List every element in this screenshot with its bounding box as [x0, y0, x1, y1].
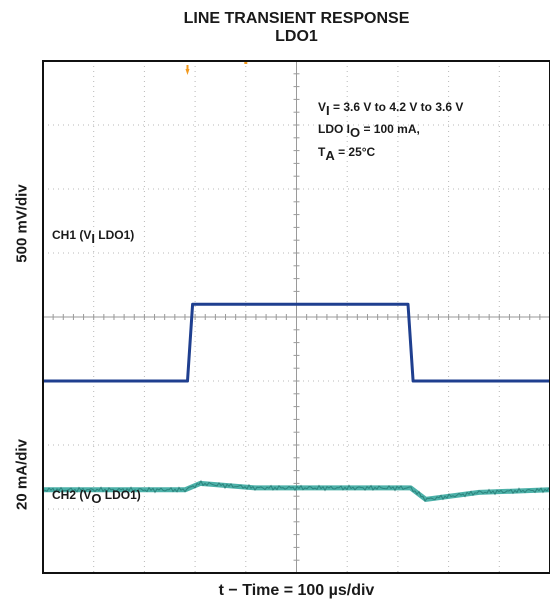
series-label-ch1: CH1 (VI LDO1): [52, 228, 135, 246]
grid: [42, 60, 550, 574]
ylabel-ch2-scale: 20 mA/div: [13, 439, 31, 510]
series-label-ch2: CH2 (VO LDO1): [52, 488, 141, 506]
trigger-marker: [185, 69, 190, 75]
top-marker: [244, 61, 248, 64]
chart-subtitle: LDO1: [275, 28, 318, 45]
annotation-vin: VI = 3.6 V to 4.2 V to 3.6 V: [318, 100, 464, 118]
x-axis-label: t − Time = 100 µs/div: [218, 582, 375, 599]
ylabel-ch1-scale: 500 mV/div: [13, 184, 31, 263]
traces: [42, 302, 550, 503]
annotation-ta: TA = 25°C: [318, 145, 376, 163]
plot-border: [42, 60, 550, 574]
trigger-marker-stem: [186, 65, 189, 70]
trace-ch1: [43, 302, 550, 383]
annotation-io: LDO IO = 100 mA,: [318, 122, 420, 140]
chart-title: LINE TRANSIENT RESPONSE: [183, 10, 410, 27]
trace-ch2-noise: [42, 479, 550, 503]
plot-frame: [42, 60, 550, 574]
